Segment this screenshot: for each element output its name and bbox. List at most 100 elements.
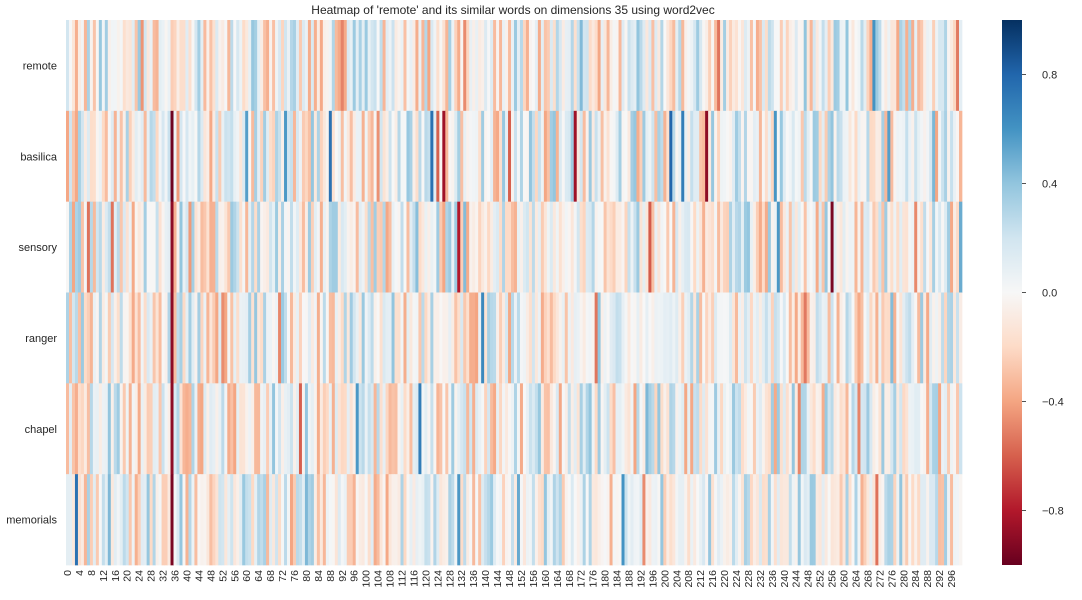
- heatmap-cell: [827, 383, 831, 475]
- heatmap-cell: [200, 110, 204, 203]
- heatmap-cell: [755, 292, 760, 384]
- heatmap-cell: [869, 292, 873, 384]
- heatmap-cell: [717, 383, 721, 475]
- heatmap-cell: [773, 201, 778, 293]
- heatmap-cell: [773, 20, 778, 112]
- heatmap-cell: [848, 383, 852, 475]
- heatmap-cell: [433, 292, 437, 384]
- heatmap-cell: [941, 292, 945, 384]
- heatmap-cell: [182, 383, 186, 475]
- heatmap-cell: [242, 201, 246, 293]
- heatmap-cell: [833, 20, 837, 112]
- heatmap-cell: [203, 383, 207, 475]
- heatmap-cell: [711, 110, 715, 203]
- heatmap-cell: [116, 292, 121, 384]
- heatmap-cell: [708, 110, 712, 203]
- x-tick-label: 0: [62, 570, 74, 576]
- heatmap-cell: [68, 110, 73, 203]
- heatmap-cell: [179, 383, 183, 475]
- heatmap-cell: [684, 20, 688, 112]
- heatmap-cell: [821, 292, 825, 384]
- heatmap-cell: [68, 383, 73, 475]
- heatmap-cell: [827, 110, 831, 203]
- heatmap-cell: [239, 292, 243, 384]
- heatmap-cell: [887, 20, 891, 112]
- heatmap-cell: [555, 292, 560, 384]
- heatmap-cell: [128, 201, 133, 293]
- heatmap-cell: [260, 474, 264, 566]
- heatmap-cell: [86, 292, 91, 384]
- heatmap-cell: [729, 383, 733, 475]
- heatmap-cell: [281, 383, 285, 475]
- heatmap-cell: [391, 383, 395, 475]
- heatmap-cell: [612, 201, 616, 293]
- heatmap-cell: [917, 474, 921, 566]
- heatmap-cell: [561, 201, 566, 293]
- heatmap-cell: [206, 20, 210, 112]
- heatmap-cell: [110, 110, 115, 203]
- heatmap-cell: [95, 383, 100, 475]
- heatmap-cell: [194, 292, 198, 384]
- x-tick-label: 244: [791, 570, 803, 588]
- heatmap-cell: [800, 20, 805, 112]
- heatmap-cell: [812, 110, 817, 203]
- heatmap-cell: [776, 20, 781, 112]
- heatmap-cell: [481, 383, 485, 475]
- heatmap-cell: [549, 292, 554, 384]
- heatmap-cell: [197, 20, 201, 112]
- heatmap-cell: [549, 383, 554, 475]
- heatmap-cell: [164, 292, 168, 384]
- heatmap-cell: [711, 292, 715, 384]
- heatmap-cell: [576, 20, 581, 112]
- x-tick-label: 144: [492, 570, 504, 588]
- heatmap-cell: [651, 20, 655, 112]
- heatmap-cell: [352, 110, 357, 203]
- heatmap-cell: [944, 201, 948, 293]
- heatmap-cell: [758, 110, 763, 203]
- heatmap-cell: [525, 110, 530, 203]
- heatmap-cell: [552, 20, 557, 112]
- heatmap-cell: [752, 201, 757, 293]
- heatmap-cell: [146, 474, 150, 566]
- heatmap-cell: [770, 201, 775, 293]
- heatmap-cell: [726, 20, 730, 112]
- heatmap-cell: [263, 201, 267, 293]
- heatmap-cell: [349, 110, 354, 203]
- heatmap-cell: [83, 20, 88, 112]
- heatmap-cell: [833, 383, 837, 475]
- heatmap-cell: [603, 110, 607, 203]
- heatmap-cell: [758, 201, 763, 293]
- heatmap-cell: [630, 474, 634, 566]
- heatmap-cell: [738, 110, 742, 203]
- heatmap-cell: [137, 474, 142, 566]
- heatmap-cell: [633, 292, 637, 384]
- heatmap-cell: [791, 20, 796, 112]
- heatmap-cell: [508, 383, 512, 475]
- heatmap-cell: [119, 110, 124, 203]
- heatmap-cell: [215, 201, 219, 293]
- heatmap-cell: [499, 474, 503, 566]
- heatmap-cell: [555, 383, 560, 475]
- heatmap-cell: [152, 201, 156, 293]
- heatmap-cell: [663, 383, 667, 475]
- heatmap-cell: [292, 201, 297, 293]
- heatmap-cell: [660, 20, 664, 112]
- heatmap-cell: [758, 474, 763, 566]
- heatmap-cell: [263, 110, 267, 203]
- heatmap-cell: [478, 201, 482, 293]
- heatmap-cell: [224, 20, 228, 112]
- heatmap-cell: [197, 292, 201, 384]
- heatmap-cell: [836, 20, 840, 112]
- heatmap-cell: [806, 474, 811, 566]
- heatmap-cell: [367, 201, 371, 293]
- heatmap-cell: [502, 20, 506, 112]
- heatmap-cell: [409, 20, 413, 112]
- heatmap-cell: [627, 383, 631, 475]
- heatmap-cell: [218, 201, 222, 293]
- x-tick-label: 112: [397, 570, 409, 587]
- heatmap-cell: [603, 474, 607, 566]
- heatmap-cell: [325, 383, 330, 475]
- heatmap-cell: [307, 20, 312, 112]
- heatmap-cell: [690, 292, 694, 384]
- heatmap-cell: [654, 383, 658, 475]
